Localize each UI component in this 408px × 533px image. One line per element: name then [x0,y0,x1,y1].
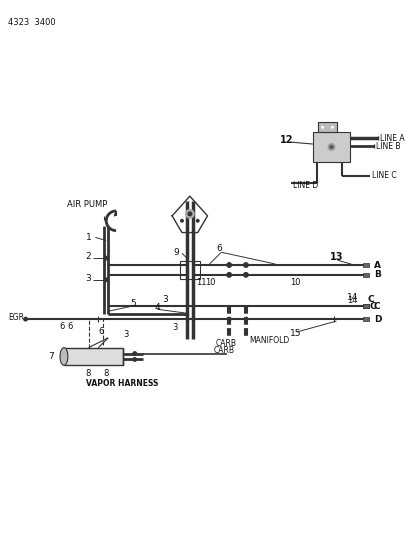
Text: 1: 1 [86,233,91,242]
Circle shape [187,212,192,216]
Text: 7: 7 [48,352,54,361]
Text: 13: 13 [330,252,343,262]
Circle shape [180,219,184,223]
Text: C: C [370,302,377,311]
Circle shape [330,145,333,149]
Bar [363,304,369,308]
Text: 14: 14 [347,296,358,305]
Text: EGR: EGR [8,313,24,321]
Bar [363,317,369,321]
Circle shape [243,262,249,268]
Circle shape [227,317,232,321]
Circle shape [243,272,249,278]
Text: 3: 3 [162,295,168,304]
Text: C: C [374,302,380,311]
Text: B: B [374,270,381,279]
Text: 10: 10 [206,278,216,287]
Text: VAPOR HARNESS: VAPOR HARNESS [86,378,158,387]
Text: 3: 3 [86,274,91,284]
Circle shape [104,256,109,261]
Text: 3: 3 [172,324,177,333]
Text: 6: 6 [216,244,222,253]
Circle shape [226,272,232,278]
Text: 8: 8 [86,369,91,378]
Text: 2: 2 [86,252,91,261]
Circle shape [104,277,109,282]
Text: LINE D: LINE D [293,181,318,190]
Text: 4323  3400: 4323 3400 [8,18,55,27]
Text: C: C [368,295,375,304]
Text: 12: 12 [280,135,294,145]
Text: LINE A: LINE A [380,134,404,143]
Bar [363,263,369,267]
Circle shape [132,357,137,362]
Circle shape [328,143,335,151]
Circle shape [23,317,28,321]
Bar [363,304,369,308]
Text: LINE B: LINE B [376,141,400,150]
Text: 11: 11 [196,278,206,287]
Text: AIR PUMP: AIR PUMP [67,199,107,208]
Text: A: A [374,261,381,270]
Circle shape [185,209,195,219]
Text: 5: 5 [130,299,135,308]
Ellipse shape [60,348,68,365]
Text: 6: 6 [59,322,64,332]
Text: 9: 9 [173,248,179,257]
Bar [318,123,337,132]
Bar [180,261,200,279]
Text: CARB: CARB [215,339,236,348]
Circle shape [331,126,334,129]
Text: CARB: CARB [213,346,235,355]
Circle shape [321,126,324,129]
Bar [313,132,350,161]
Text: 8: 8 [103,369,109,378]
Circle shape [132,351,137,356]
Text: MANIFOLD: MANIFOLD [249,336,289,345]
Text: 14: 14 [347,293,359,302]
Text: 6: 6 [98,327,104,336]
Text: 6: 6 [67,322,72,332]
Text: 15: 15 [290,329,302,338]
Text: D: D [374,314,381,324]
Text: 4: 4 [155,303,160,312]
Circle shape [226,262,232,268]
Text: 10: 10 [290,278,301,287]
Text: LINE C: LINE C [372,171,397,180]
Bar [64,348,123,365]
Text: 3: 3 [123,330,129,340]
Bar [363,273,369,277]
Circle shape [196,219,200,223]
